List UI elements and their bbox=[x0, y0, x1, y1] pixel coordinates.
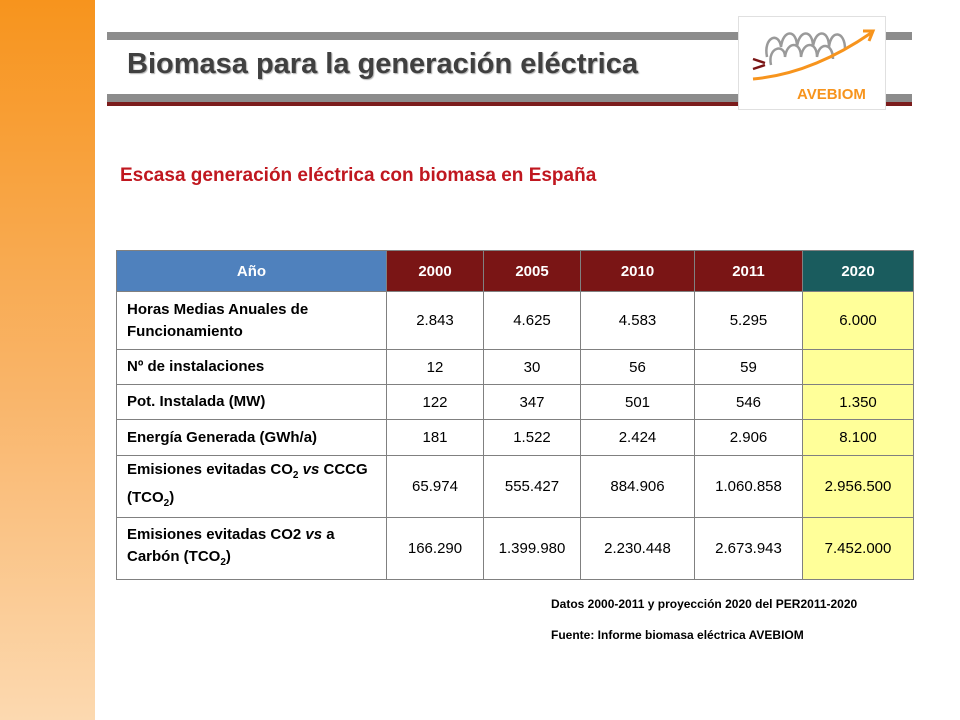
header-year-2020: 2020 bbox=[802, 250, 914, 292]
logo-graphic: AVEBIOM bbox=[752, 29, 876, 103]
table-cell: 1.522 bbox=[483, 419, 581, 456]
table-cell: 2.424 bbox=[580, 419, 695, 456]
table-cell: 1.399.980 bbox=[483, 517, 581, 580]
table-cell: 56 bbox=[580, 349, 695, 385]
table-cell: 2.230.448 bbox=[580, 517, 695, 580]
title-bar-top bbox=[107, 32, 912, 40]
header-year-label: Año bbox=[116, 250, 387, 292]
table-cell: 30 bbox=[483, 349, 581, 385]
row-label-instalaciones: Nº de instalaciones bbox=[116, 349, 387, 385]
table-header-row: Año 2000 2005 2010 2011 2020 bbox=[116, 250, 914, 292]
table-cell: 347 bbox=[483, 384, 581, 420]
left-decorative-band bbox=[0, 0, 95, 720]
label-subscript: 2 bbox=[292, 469, 299, 481]
table-cell: 1.060.858 bbox=[694, 455, 803, 518]
table-cell-projection: 7.452.000 bbox=[802, 517, 914, 580]
table-cell: 2.673.943 bbox=[694, 517, 803, 580]
table-cell: 5.295 bbox=[694, 291, 803, 350]
table-cell-projection: 8.100 bbox=[802, 419, 914, 456]
table-cell: 65.974 bbox=[386, 455, 484, 518]
logo-wordmark: AVEBIOM bbox=[797, 86, 866, 103]
page-title: Biomasa para la generación eléctrica bbox=[127, 48, 638, 80]
title-bar-accent bbox=[107, 102, 912, 106]
table-cell: 884.906 bbox=[580, 455, 695, 518]
table-cell: 501 bbox=[580, 384, 695, 420]
table-cell: 181 bbox=[386, 419, 484, 456]
header-year-2010: 2010 bbox=[580, 250, 695, 292]
table-cell: 59 bbox=[694, 349, 803, 385]
header-year-2011: 2011 bbox=[694, 250, 803, 292]
slide-subtitle: Escasa generación eléctrica con biomasa … bbox=[120, 165, 597, 186]
table-cell: 2.843 bbox=[386, 291, 484, 350]
label-text: Emisiones evitadas CO bbox=[127, 460, 293, 478]
table-row: Emisiones evitadas CO2 vs CCCG (TCO2) 65… bbox=[116, 455, 914, 518]
data-source-note: Datos 2000-2011 y proyección 2020 del PE… bbox=[551, 597, 858, 611]
row-label-emisiones-carbon: Emisiones evitadas CO2 vs a Carbón (TCO2… bbox=[116, 517, 387, 580]
biomass-data-table: Año 2000 2005 2010 2011 2020 Horas Media… bbox=[116, 250, 914, 580]
source-note: Fuente: Informe biomasa eléctrica AVEBIO… bbox=[551, 628, 804, 642]
table-cell-projection: 2.956.500 bbox=[802, 455, 914, 518]
table-cell: 2.906 bbox=[694, 419, 803, 456]
table-cell-projection: 6.000 bbox=[802, 291, 914, 350]
label-text: CCCG (TCO bbox=[127, 460, 368, 506]
label-italic: vs bbox=[301, 525, 323, 543]
table-cell: 122 bbox=[386, 384, 484, 420]
label-italic: vs bbox=[298, 460, 320, 478]
label-subscript: 2 bbox=[163, 497, 170, 509]
row-label-potencia: Pot. Instalada (MW) bbox=[116, 384, 387, 420]
table-cell: 166.290 bbox=[386, 517, 484, 580]
table-row: Pot. Instalada (MW) 122 347 501 546 1.35… bbox=[116, 384, 914, 420]
label-text: ) bbox=[225, 547, 231, 565]
row-label-horas: Horas Medias Anuales de Funcionamiento bbox=[116, 291, 387, 350]
header-year-2000: 2000 bbox=[386, 250, 484, 292]
label-text: ) bbox=[169, 488, 175, 506]
label-subscript: 2 bbox=[220, 556, 226, 568]
label-text: a Carbón (TCO bbox=[127, 525, 335, 565]
table-cell: 4.625 bbox=[483, 291, 581, 350]
table-cell-projection bbox=[802, 349, 914, 385]
row-label-energia: Energía Generada (GWh/a) bbox=[116, 419, 387, 456]
table-row: Horas Medias Anuales de Funcionamiento 2… bbox=[116, 291, 914, 350]
table-row: Energía Generada (GWh/a) 181 1.522 2.424… bbox=[116, 419, 914, 456]
label-text: Emisiones evitadas CO2 bbox=[127, 525, 302, 543]
table-row: Emisiones evitadas CO2 vs a Carbón (TCO2… bbox=[116, 517, 914, 580]
header-year-2005: 2005 bbox=[483, 250, 581, 292]
table-cell: 12 bbox=[386, 349, 484, 385]
table-cell: 4.583 bbox=[580, 291, 695, 350]
table-cell: 546 bbox=[694, 384, 803, 420]
title-bar-bottom bbox=[107, 94, 912, 102]
avebiom-logo: AVEBIOM bbox=[738, 16, 886, 110]
table-cell: 555.427 bbox=[483, 455, 581, 518]
row-label-emisiones-cccg: Emisiones evitadas CO2 vs CCCG (TCO2) bbox=[116, 455, 387, 518]
table-row: Nº de instalaciones 12 30 56 59 bbox=[116, 349, 914, 385]
table-cell-projection: 1.350 bbox=[802, 384, 914, 420]
